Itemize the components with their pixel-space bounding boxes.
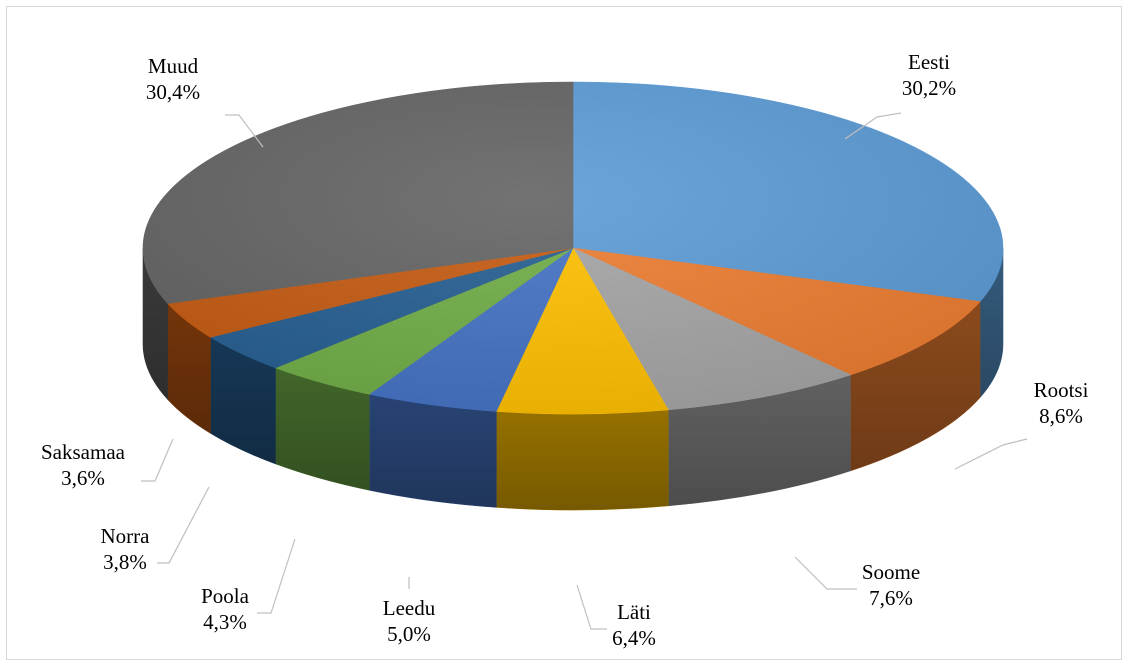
chart-area: Eesti 30,2% Rootsi 8,6% Soome 7,6% Läti 6,4% Lee… [6,6,1122,660]
leader-line-rootsi [954,438,1028,470]
slice-value-poola: 4,3% [203,610,247,634]
slice-label-leedu: Leedu [383,596,436,620]
slice-value-eesti: 30,2% [902,76,956,100]
slice-label-norra: Norra [101,524,151,548]
leader-line-soome [794,556,857,590]
slice-label-lati: Läti [617,600,651,624]
slice-value-norra: 3,8% [103,550,147,574]
slice-value-saksamaa: 3,6% [61,466,105,490]
slice-value-lati: 6,4% [612,626,656,650]
slice-label-poola: Poola [201,584,250,608]
leader-line-saksamaa [141,438,174,482]
leader-line-norra [157,486,210,564]
leader-line-lati [576,584,607,630]
leader-line-muud [225,114,264,148]
slice-label-saksamaa: Saksamaa [41,440,126,464]
slice-side-shade-leedu [369,394,497,508]
slice-label-rootsi: Rootsi [1034,378,1089,402]
slice-label-soome: Soome [862,560,920,584]
leader-line-poola [257,538,296,614]
leader-line-eesti [844,112,902,140]
slice-value-leedu: 5,0% [387,622,431,646]
slice-label-eesti: Eesti [908,50,950,74]
slice-label-muud: Muud [148,54,199,78]
slice-value-rootsi: 8,6% [1039,404,1083,428]
slice-value-muud: 30,4% [146,80,200,104]
slice-value-soome: 7,6% [869,586,913,610]
slice-side-shade-lati [496,409,669,510]
